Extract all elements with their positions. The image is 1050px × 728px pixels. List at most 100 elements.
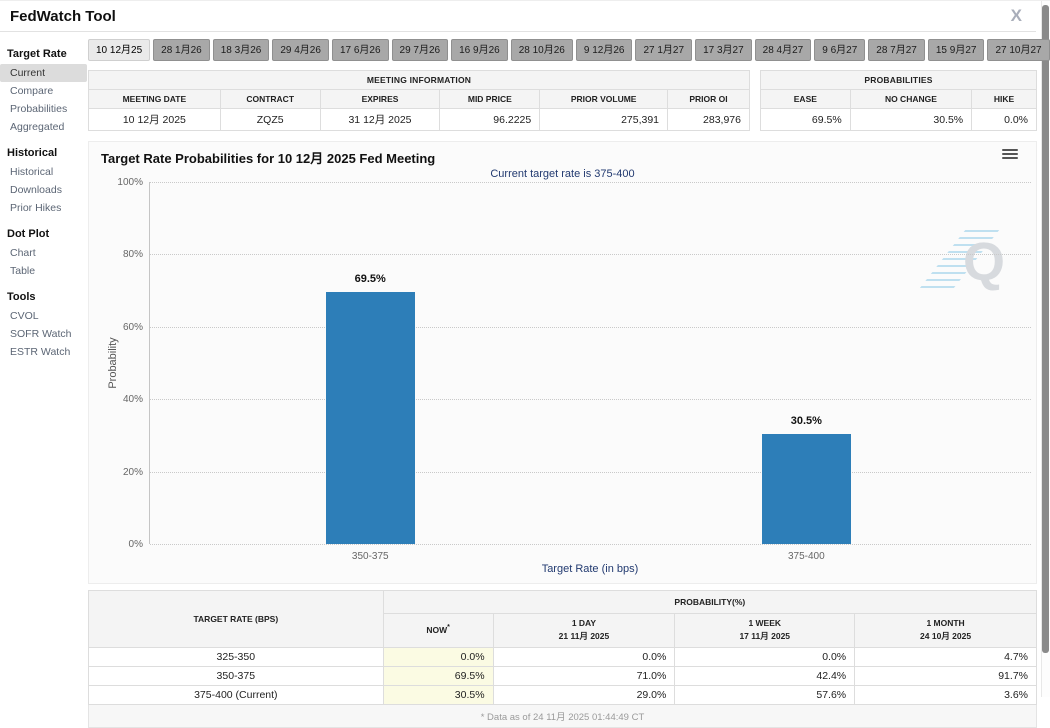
- cell-no-change: 30.5%: [849, 108, 973, 131]
- y-tick-label: 80%: [122, 249, 143, 261]
- tab-28-4-27[interactable]: 28 4月27: [754, 39, 812, 61]
- x-tick-label: 375-400: [787, 551, 825, 562]
- week-cell: 42.4%: [674, 665, 856, 686]
- gridline: [150, 471, 1031, 473]
- gridline: [150, 544, 1031, 545]
- scrollbar-track[interactable]: [1041, 1, 1050, 697]
- tab-29-4-26[interactable]: 29 4月26: [272, 39, 329, 61]
- table-row: 375-400 (Current) 30.5% 29.0% 57.6% 3.6%: [88, 684, 1037, 705]
- column-header-1-day: 1 DAY 21 11月 2025: [492, 613, 676, 648]
- day-cell: 29.0%: [492, 684, 676, 705]
- y-tick-label: 100%: [117, 177, 143, 188]
- sidebar-item-estr-watch[interactable]: ESTR Watch: [10, 346, 71, 358]
- chart-menu-icon[interactable]: [1002, 149, 1018, 161]
- tab-18-3-26[interactable]: 18 3月26: [212, 39, 270, 61]
- cell-prior-volume: 275,391: [539, 108, 669, 131]
- cell-meeting-date: 10 12月 2025: [88, 108, 221, 131]
- chart-title: Target Rate Probabilities for 10 12月 202…: [101, 151, 436, 166]
- month-cell: 91.7%: [854, 665, 1037, 686]
- day-cell: 71.0%: [492, 665, 676, 686]
- cell-ease: 69.5%: [760, 108, 851, 131]
- sidebar-section-tools: Tools: [7, 291, 36, 303]
- chart-plot: Q 0% 20% 40% 60% 80% 100% 69.5% 350-375 30.5% 375…: [117, 177, 1031, 562]
- sidebar: Target Rate Current Compare Probabilities Ag…: [0, 37, 87, 361]
- now-cell: 69.5%: [382, 665, 494, 686]
- y-tick-label: 60%: [122, 321, 143, 333]
- probabilities-table: PROBABILITIES EASE NO CHANGE HIKE 69.5% 30.…: [760, 70, 1037, 131]
- rate-column-header: TARGET RATE (BPS): [88, 590, 384, 648]
- sidebar-item-sofr-watch[interactable]: SOFR Watch: [10, 328, 72, 340]
- column-header-1-week: 1 WEEK 17 11月 2025: [674, 613, 856, 648]
- column-header-meeting-date: MEETING DATE: [88, 89, 221, 109]
- rate-cell: 325-350: [88, 646, 384, 667]
- column-header-1-month: 1 MONTH 24 10月 2025: [854, 613, 1037, 648]
- tab-28-10-26[interactable]: 28 10月26: [510, 39, 573, 61]
- tab-27-10-27[interactable]: 27 10月27: [987, 39, 1050, 61]
- sidebar-section-historical: Historical: [7, 147, 58, 159]
- gridline: [150, 399, 1031, 401]
- tab-9-6-27[interactable]: 9 6月27: [814, 39, 866, 61]
- sidebar-section-dot-plot: Dot Plot: [7, 228, 50, 240]
- bar-350-375[interactable]: [326, 292, 416, 544]
- column-header-expires: EXPIRES: [319, 89, 441, 109]
- sidebar-item-prior-hikes[interactable]: Prior Hikes: [10, 202, 62, 214]
- sidebar-item-probabilities[interactable]: Probabilities: [10, 103, 68, 115]
- tab-15-9-27[interactable]: 15 9月27: [927, 39, 985, 61]
- x-axis-title: Target Rate (in bps): [541, 563, 639, 575]
- column-header-contract: CONTRACT: [219, 89, 321, 109]
- meeting-info-title: MEETING INFORMATION: [88, 70, 750, 90]
- sidebar-section-target-rate: Target Rate: [7, 48, 67, 60]
- close-icon[interactable]: X: [1010, 6, 1022, 25]
- sidebar-item-historical[interactable]: Historical: [10, 166, 54, 178]
- sidebar-item-cvol[interactable]: CVOL: [10, 310, 39, 322]
- scrollbar-thumb[interactable]: [1042, 5, 1049, 653]
- main-content: 10 12月25 28 1月26 18 3月26 29 4月26 17 6月26 29 7…: [88, 39, 1050, 728]
- tab-10-12-25[interactable]: 10 12月25: [88, 39, 151, 61]
- cell-hike: 0.0%: [971, 108, 1037, 131]
- cme-q-watermark-icon: Q: [916, 230, 1005, 296]
- tab-16-9-26[interactable]: 16 9月26: [451, 39, 508, 61]
- rate-cell: 375-400 (Current): [88, 684, 384, 705]
- probability-history-table: TARGET RATE (BPS) PROBABILITY(%) NOW* 1 D…: [88, 590, 1038, 728]
- column-header-no-change: NO CHANGE: [849, 89, 973, 109]
- column-header-ease: EASE: [760, 89, 851, 109]
- probability-group-header: PROBABILITY(%): [382, 590, 1038, 614]
- sidebar-item-downloads[interactable]: Downloads: [10, 184, 62, 196]
- rate-cell: 350-375: [88, 665, 384, 686]
- cell-contract: ZQZ5: [219, 108, 321, 131]
- topbar: FedWatch Tool X: [0, 1, 1036, 32]
- bottom-table-body: 325-350 0.0% 0.0% 0.0% 4.7% 350-375 69.5% 71.0%…: [88, 646, 1037, 705]
- sidebar-item-compare[interactable]: Compare: [10, 85, 54, 97]
- tab-9-12-26[interactable]: 9 12月26: [575, 39, 633, 61]
- tab-27-1-27[interactable]: 27 1月27: [635, 39, 693, 61]
- app-title: FedWatch Tool: [10, 8, 116, 25]
- chart-panel: Target Rate Probabilities for 10 12月 202…: [88, 141, 1037, 584]
- now-cell: 30.5%: [382, 684, 494, 705]
- tab-28-1-26[interactable]: 28 1月26: [153, 39, 210, 61]
- column-header-prior-volume: PRIOR VOLUME: [539, 89, 669, 109]
- month-cell: 4.7%: [854, 646, 1037, 667]
- bar-value-label: 30.5%: [790, 415, 822, 427]
- now-cell: 0.0%: [382, 646, 494, 667]
- tab-17-3-27[interactable]: 17 3月27: [695, 39, 752, 61]
- tab-17-6-26[interactable]: 17 6月26: [331, 39, 389, 61]
- meeting-info-table: MEETING INFORMATION MEETING DATE CONTRACT…: [88, 70, 750, 131]
- week-cell: 0.0%: [674, 646, 856, 667]
- tab-29-7-26[interactable]: 29 7月26: [391, 39, 449, 61]
- info-tables-row: MEETING INFORMATION MEETING DATE CONTRACT…: [88, 70, 1037, 131]
- week-cell: 57.6%: [674, 684, 856, 705]
- sidebar-item-current[interactable]: Current: [0, 64, 87, 82]
- probabilities-title: PROBABILITIES: [760, 70, 1037, 90]
- y-tick-label: 40%: [122, 394, 143, 406]
- cell-prior-oi: 283,976: [667, 108, 750, 131]
- cell-mid-price: 96.2225: [439, 108, 541, 131]
- y-tick-label: 20%: [122, 466, 143, 478]
- y-axis-title: Probability: [107, 337, 119, 389]
- tab-28-7-27[interactable]: 28 7月27: [868, 39, 925, 61]
- sidebar-item-aggregated[interactable]: Aggregated: [10, 121, 65, 133]
- bar-375-400[interactable]: [762, 434, 852, 544]
- gridline: [150, 254, 1031, 256]
- sidebar-item-chart[interactable]: Chart: [10, 247, 36, 259]
- sidebar-item-table[interactable]: Table: [10, 265, 36, 277]
- data-as-of-footnote: * Data as of 24 11月 2025 01:44:49 CT: [88, 703, 1037, 728]
